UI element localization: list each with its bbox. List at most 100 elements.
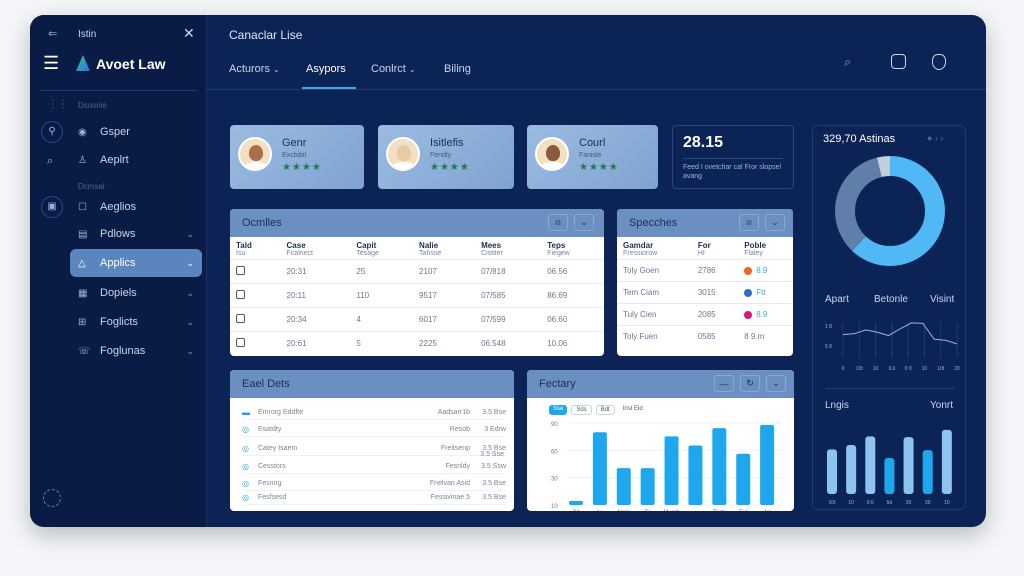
- table-cell: 6017: [413, 307, 476, 332]
- calendar-icon[interactable]: [891, 54, 906, 69]
- document-icon[interactable]: [236, 266, 245, 275]
- profile-subtitle: Excbibit: [282, 152, 307, 159]
- tab-label: Conlrct: [371, 63, 406, 75]
- filter-chip[interactable]: Sse: [549, 405, 568, 415]
- status-dot: [744, 288, 753, 297]
- close-icon[interactable]: ✕: [183, 25, 195, 41]
- x-tick-label: 20: [906, 500, 912, 506]
- stat-description: Feed I ovetchar cal Fror slopsel avang: [683, 164, 782, 180]
- sidebar-item-applics[interactable]: △ Applics ⌄: [70, 249, 202, 277]
- menu-icon[interactable]: ☰: [43, 53, 60, 73]
- column-header[interactable]: For HI: [692, 237, 738, 260]
- column-header[interactable]: Teps Fiegew: [541, 237, 604, 260]
- column-title: Mees: [481, 241, 502, 250]
- table-row[interactable]: 20:31 25 2107 07/818 06.56: [230, 259, 604, 284]
- chevron-down-icon[interactable]: ⌄: [574, 214, 594, 231]
- settings-icon[interactable]: [43, 489, 61, 507]
- coin-icon: ◉: [78, 126, 87, 138]
- column-header[interactable]: Case Fcalnect: [281, 237, 351, 260]
- table-row[interactable]: Tem Ciam 3015 Ftt: [617, 281, 793, 304]
- table-row[interactable]: Toly Fuen 0585 8 9.m: [617, 325, 793, 347]
- profile-card[interactable]: Courl Fanisle ★★★★: [527, 125, 658, 189]
- column-subtitle: Tesage: [356, 250, 379, 257]
- table-cell: 20:34: [280, 307, 351, 332]
- summary-panel: 329,70 Astinas ● › › Apart Betonle Visin…: [812, 125, 966, 510]
- event-label: Cesstors: [258, 463, 286, 470]
- chevron-down-icon[interactable]: ⌄: [766, 375, 786, 392]
- column-header[interactable]: Tald Isu: [230, 237, 281, 260]
- panel-title: Specches: [629, 217, 678, 229]
- book-icon[interactable]: ▣: [41, 196, 63, 218]
- document-icon[interactable]: [236, 290, 245, 299]
- shield-icon[interactable]: [932, 54, 946, 70]
- search-icon[interactable]: ⌕: [47, 155, 54, 167]
- table-row[interactable]: Toly Goen 2786 8.9: [617, 259, 793, 282]
- filter-chip[interactable]: Sds: [571, 405, 592, 415]
- document-icon[interactable]: [236, 314, 245, 323]
- chevron-down-icon: ⌄: [408, 65, 416, 74]
- donut-slice: [835, 156, 945, 266]
- bell-icon[interactable]: ⍝: [739, 214, 759, 231]
- column-header[interactable]: Gamdar Fressiorow: [617, 237, 692, 260]
- document-icon[interactable]: [236, 338, 245, 347]
- sidebar-item-aeglios[interactable]: ☐ Aeglios: [70, 193, 202, 221]
- status-dot: [744, 266, 753, 275]
- event-status: Fesnldy: [445, 463, 470, 470]
- profile-card[interactable]: Genr Excbibit ★★★★: [230, 125, 364, 189]
- profile-card[interactable]: Isitlefis Fendly ★★★★: [378, 125, 514, 189]
- tab-conlrct[interactable]: Conlrct ⌄: [371, 63, 416, 75]
- list-item[interactable]: ◎ Cesstors Fesnldy 3.5 Ssw: [242, 460, 506, 474]
- table-row[interactable]: 20:11 110 9517 07/585 86.69: [230, 283, 604, 308]
- column-header[interactable]: Poble Flaley: [738, 237, 793, 260]
- sidebar-item-foglicts[interactable]: ⊞ Foglicts ⌄: [70, 308, 202, 336]
- bar: [569, 500, 583, 505]
- list-item[interactable]: ◎ Fesnng Fnelvan Asid 3.5 Bse: [242, 477, 506, 491]
- tab-label: Acturors: [229, 63, 270, 75]
- bell-icon[interactable]: ⍝: [548, 214, 568, 231]
- back-icon[interactable]: ⇐: [48, 28, 58, 40]
- sidebar-item-dopiels[interactable]: ▦ Dopiels ⌄: [70, 279, 202, 307]
- chevron-down-icon[interactable]: ⌄: [765, 214, 785, 231]
- column-title: Case: [286, 241, 306, 250]
- event-value: 3.5 Bse: [482, 445, 506, 452]
- bars-label: Yonrt: [930, 400, 953, 411]
- tab-biling[interactable]: Biling: [444, 63, 471, 75]
- filter-chip[interactable]: Inst Eld: [622, 406, 643, 412]
- circle-icon: ◎: [242, 479, 249, 488]
- x-tick-label: 0: [842, 366, 845, 372]
- column-header[interactable]: Nalie Tahsse: [413, 237, 475, 260]
- star-rating: ★★★★: [430, 162, 470, 173]
- column-header[interactable]: Mees Cistiter: [475, 237, 541, 260]
- list-item[interactable]: ▬ Emrorg Eddfte Aadsarr1b 3.5 Bse: [242, 406, 506, 420]
- sidebar-item-gsper[interactable]: ◉ Gsper: [70, 118, 202, 146]
- bar: [865, 436, 876, 494]
- legend-label: Visint: [930, 294, 955, 305]
- sidebar-item-aeplrt[interactable]: ♙ Aeplrt: [70, 146, 202, 174]
- table-row[interactable]: 20:34 4 6017 07/599 06.60: [230, 307, 604, 332]
- tab-acturors[interactable]: Acturors ⌄: [229, 63, 280, 75]
- filter-chip[interactable]: Bdt: [595, 405, 615, 415]
- x-tick-label: 10: [873, 366, 879, 372]
- column-header[interactable]: Capit Tesage: [350, 237, 413, 260]
- list-item[interactable]: ◎ Fesfsesd Fessivinae.5 3.5 Bse: [242, 491, 506, 505]
- x-tick-label: Ful: [739, 510, 747, 511]
- event-status: Fnelvan Asid: [429, 480, 470, 487]
- column-subtitle: HI: [697, 250, 705, 257]
- table-row[interactable]: Tuly Cien 2085 8.9: [617, 303, 793, 326]
- refresh-icon[interactable]: ↻: [740, 375, 760, 392]
- list-item[interactable]: ◎ Catey tsaem Freitsenp 3.5 Bse: [242, 442, 506, 456]
- tab-asypors[interactable]: Asypors: [306, 63, 346, 75]
- section-label: Dcmsal: [78, 182, 105, 191]
- sidebar-item-foglunas[interactable]: ☏ Foglunas ⌄: [70, 337, 202, 365]
- more-icon[interactable]: ● › ›: [927, 133, 944, 143]
- minus-icon[interactable]: —: [714, 375, 734, 392]
- sidebar-item-pdlows[interactable]: ▤ Pdlows ⌄: [70, 220, 202, 248]
- bar: [760, 425, 775, 505]
- bar: [592, 432, 607, 505]
- table-row[interactable]: 20:61 5 2225 06.548 10.06: [230, 331, 604, 355]
- bar: [827, 449, 837, 494]
- list-item[interactable]: ◎ Esatdty Resob 3 Edrw: [242, 423, 506, 437]
- search-icon[interactable]: ⌕: [844, 54, 852, 69]
- location-icon[interactable]: ⚲: [41, 121, 63, 143]
